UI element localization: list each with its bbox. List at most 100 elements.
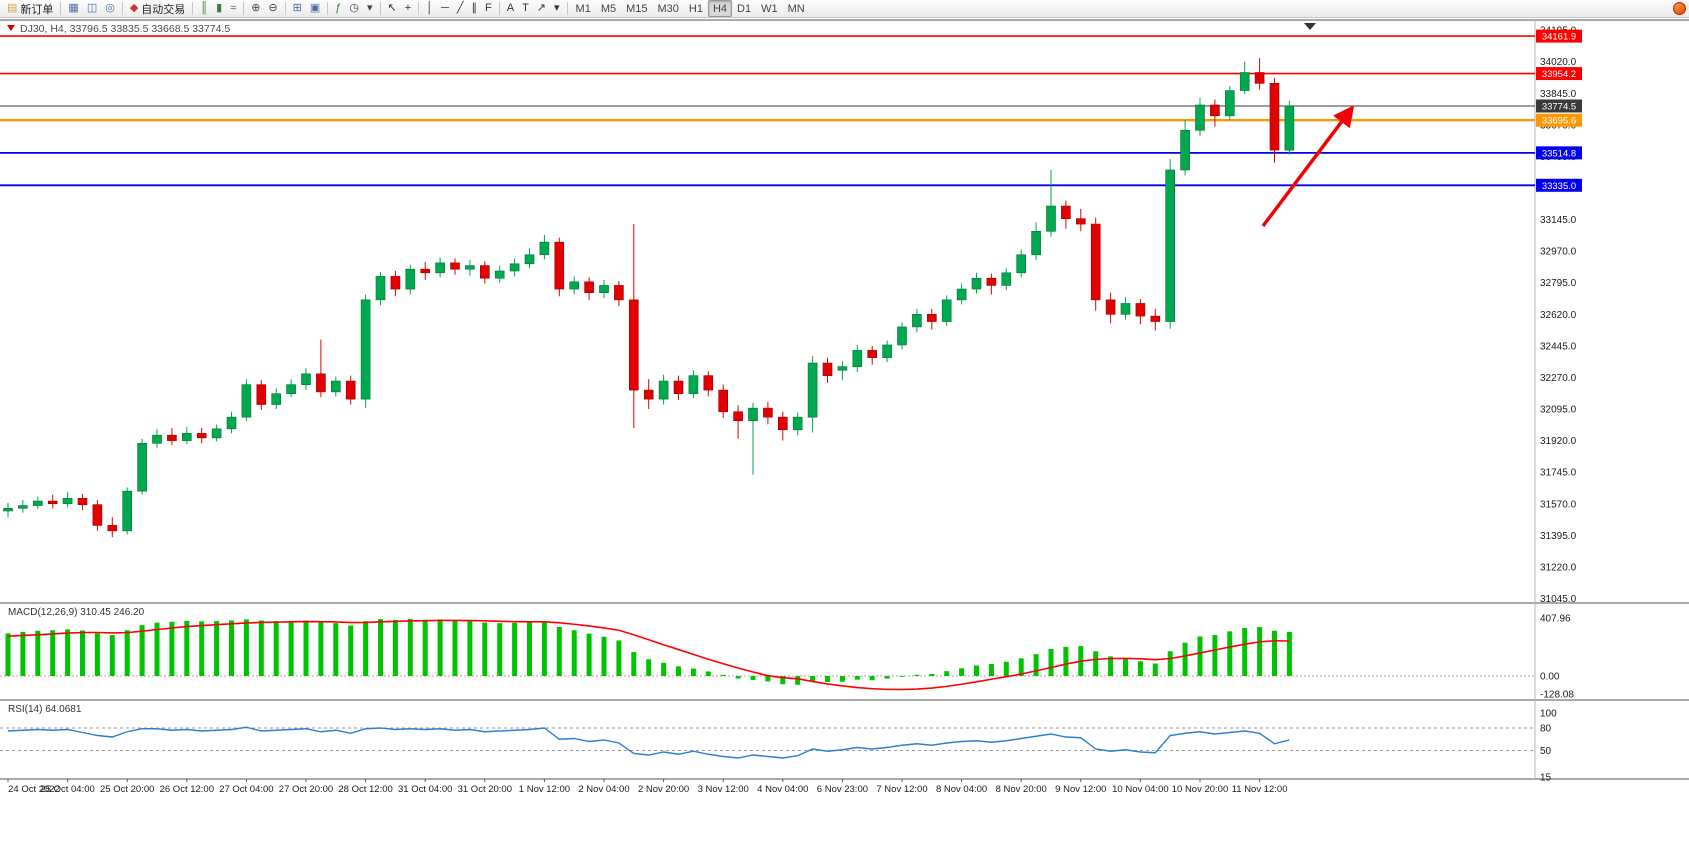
price-axis-label: 31570.0 <box>1540 499 1577 510</box>
autotrading-button-glyph: ◆ <box>129 2 139 14</box>
periods-icon[interactable]: ◷ <box>345 0 363 17</box>
candle-body <box>524 254 535 265</box>
profile-icon[interactable]: ◫ <box>83 0 101 17</box>
alert-icon[interactable] <box>1673 2 1686 15</box>
candle-body <box>554 241 565 290</box>
channel-icon[interactable]: ∥ <box>467 0 481 17</box>
new-order-button[interactable]: ▤ 新订单 <box>3 0 57 17</box>
chart-background <box>0 18 1689 861</box>
indicators-icon[interactable]: ƒ <box>331 0 345 17</box>
periods-icon-glyph: ◷ <box>349 2 359 14</box>
objects-dropdown-icon[interactable]: ▾ <box>550 0 564 17</box>
time-axis-label: 24 Oct 2022 <box>8 784 60 795</box>
vertical-line-icon-glyph: │ <box>426 2 434 14</box>
price-badge-33954.2 <box>1536 67 1582 81</box>
autotrading-button[interactable]: ◆ 自动交易 <box>126 0 189 17</box>
line-chart-icon[interactable]: ≈ <box>226 0 240 17</box>
text-label-icon[interactable]: A <box>503 0 518 17</box>
candle-body <box>1239 72 1250 91</box>
charts-icon[interactable]: ▦ <box>64 0 82 17</box>
timeframe-h1[interactable]: H1 <box>684 0 708 17</box>
time-axis-label: 2 Nov 20:00 <box>638 784 689 795</box>
candlestick-chart-icon-glyph: ▮ <box>216 2 223 14</box>
zoom-out-icon-glyph: ⊖ <box>268 2 278 14</box>
candle-body <box>450 262 460 270</box>
time-axis-label: 10 Nov 20:00 <box>1172 784 1229 795</box>
templates-icon[interactable]: ▾ <box>363 0 377 17</box>
candle-body <box>539 241 550 256</box>
candle-body <box>256 384 267 405</box>
zoom-in-icon[interactable]: ⊕ <box>247 0 264 17</box>
candle-body <box>628 299 639 391</box>
horizontal-line-icon-glyph: ─ <box>441 2 449 14</box>
bar-chart-icon[interactable]: ║ <box>196 0 212 17</box>
candle-body <box>1105 299 1116 315</box>
price-axis-label: 31745.0 <box>1540 468 1577 479</box>
timeframe-m1[interactable]: M1 <box>571 0 596 17</box>
candle-body <box>882 344 892 358</box>
price-badge-label: 34161.9 <box>1542 32 1576 43</box>
time-axis-label: 31 Oct 20:00 <box>458 784 512 795</box>
price-axis-label: 33145.0 <box>1540 215 1577 226</box>
cursor-icon-glyph: ↖ <box>387 2 397 14</box>
tile-windows-icon[interactable]: ⊞ <box>289 0 306 17</box>
trend-arrow[interactable] <box>1261 105 1355 228</box>
macd-axis-label: 0.00 <box>1540 672 1560 683</box>
toolbar-separator <box>60 2 62 15</box>
time-axis-label: 11 Nov 12:00 <box>1232 784 1288 795</box>
price-axis-label: 31045.0 <box>1540 594 1577 605</box>
time-axis-label: 4 Nov 04:00 <box>757 784 808 795</box>
one-click-trading-toggle[interactable] <box>7 25 15 31</box>
arrows-tool-icon-glyph: ↗ <box>536 2 547 14</box>
new-order-button-label: 新订单 <box>20 3 54 16</box>
market-watch-icon-glyph: ◎ <box>105 2 115 14</box>
zoom-out-icon[interactable]: ⊖ <box>264 0 281 17</box>
timeframe-m30[interactable]: M30 <box>653 0 684 17</box>
candle-body <box>435 262 445 274</box>
price-badge-33514.8 <box>1536 146 1582 160</box>
auto-arrange-icon[interactable]: ▣ <box>306 0 324 17</box>
fibonacci-icon[interactable]: F <box>481 0 496 17</box>
auto-arrange-icon-glyph: ▣ <box>309 2 321 14</box>
candle-body <box>1135 303 1146 317</box>
timeframe-m5[interactable]: M5 <box>596 0 621 17</box>
text-icon[interactable]: T <box>518 0 533 17</box>
toolbar-separator <box>121 2 123 15</box>
candle-body <box>479 265 490 279</box>
price-axis-label: 32270.0 <box>1540 373 1577 384</box>
rsi-axis-label: 50 <box>1540 746 1552 757</box>
cursor-icon[interactable]: ↖ <box>384 0 401 17</box>
timeframe-m30-label: M30 <box>657 2 679 15</box>
horizontal-line-icon[interactable]: ─ <box>437 0 453 17</box>
price-axis-label: 34020.0 <box>1540 57 1577 68</box>
toolbar-separator <box>566 2 568 15</box>
timeframe-w1[interactable]: W1 <box>756 0 783 17</box>
market-watch-icon[interactable]: ◎ <box>101 0 119 17</box>
vertical-line-icon[interactable]: │ <box>422 0 437 17</box>
timeframe-mn[interactable]: MN <box>783 0 810 17</box>
price-badge-33695.6 <box>1536 113 1582 127</box>
time-axis-label: 3 Nov 12:00 <box>698 784 749 795</box>
candle-body <box>956 288 967 301</box>
timeframe-d1[interactable]: D1 <box>732 0 756 17</box>
profile-icon-glyph: ◫ <box>86 2 98 14</box>
candle-body <box>1165 169 1175 322</box>
candlestick-chart-icon[interactable]: ▮ <box>212 0 226 17</box>
crosshair-icon[interactable]: + <box>401 0 415 17</box>
candle-body <box>1254 72 1265 84</box>
rsi-axis-label: 100 <box>1540 709 1557 720</box>
arrows-tool-icon[interactable]: ↗ <box>533 0 550 17</box>
time-axis-label: 9 Nov 12:00 <box>1055 784 1106 795</box>
timeframe-m15[interactable]: M15 <box>621 0 652 17</box>
timeframe-h4[interactable]: H4 <box>707 0 733 17</box>
trendline-icon[interactable]: ╱ <box>453 0 468 17</box>
time-axis-label: 6 Nov 23:00 <box>817 784 868 795</box>
candle-body <box>241 384 252 418</box>
macd-axis-label: 407.96 <box>1540 614 1571 625</box>
price-badge-33774.5 <box>1536 99 1582 113</box>
chart-canvas[interactable]: 34195.034020.033845.033670.033495.033320… <box>0 18 1689 861</box>
chart-shift-marker[interactable] <box>1304 23 1316 30</box>
time-axis-label: 26 Oct 12:00 <box>160 784 214 795</box>
candle-body <box>867 350 878 358</box>
price-badge-label: 33514.8 <box>1542 148 1576 159</box>
